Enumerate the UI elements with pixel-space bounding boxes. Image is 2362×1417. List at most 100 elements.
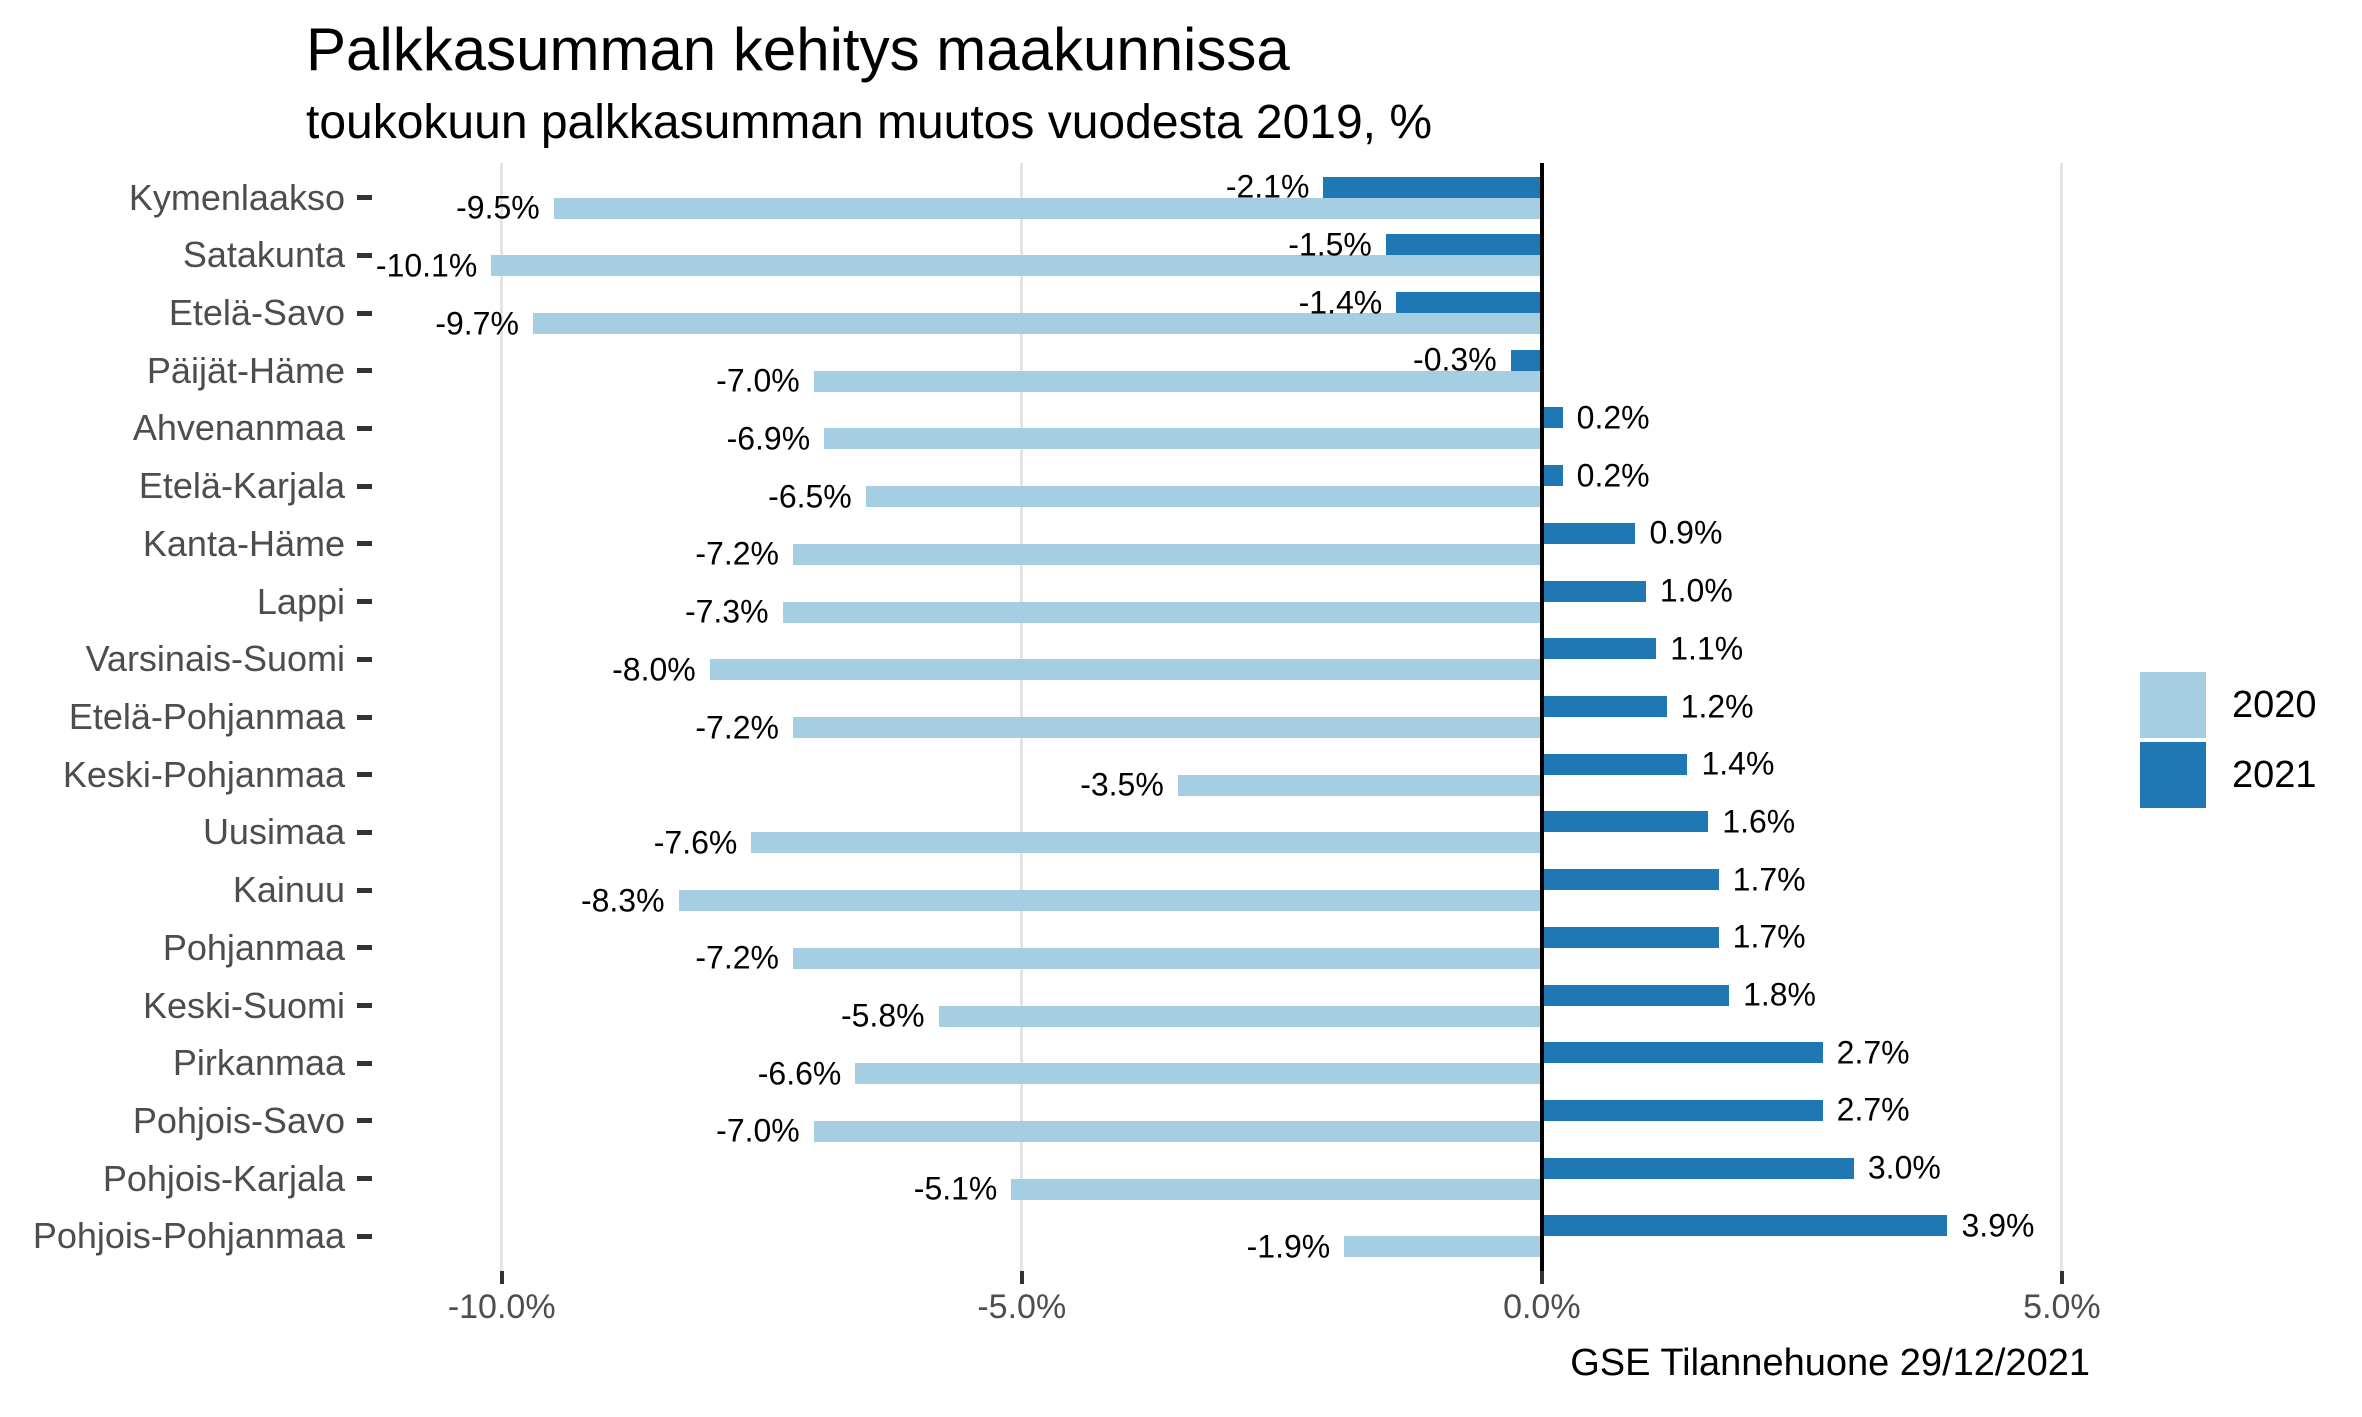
y-axis-tick <box>357 1233 372 1239</box>
bar-value-label: -1.5% <box>1288 226 1372 263</box>
y-axis-tick <box>357 368 372 374</box>
chart-bar-2021 <box>1541 811 1709 833</box>
chart-bar-2020 <box>792 543 1542 565</box>
x-axis-label: -10.0% <box>447 1288 556 1326</box>
region-label: Pohjois-Savo <box>132 1099 345 1141</box>
chart-bar-2020 <box>1344 1236 1542 1258</box>
y-axis-tick <box>357 541 372 547</box>
region-label: Satakunta <box>182 234 345 276</box>
chart-bar-2021 <box>1541 1042 1823 1064</box>
chart-bar-2020 <box>813 1120 1542 1142</box>
y-axis-tick <box>357 772 372 778</box>
region-label: Pirkanmaa <box>172 1042 345 1084</box>
region-label: Etelä-Pohjanmaa <box>68 696 345 737</box>
bar-value-label: 1.0% <box>1659 572 1733 609</box>
bar-value-label: -7.6% <box>653 824 738 861</box>
y-axis-tick <box>357 1118 372 1124</box>
chart-bar-2020 <box>782 601 1542 623</box>
chart-bar-2021 <box>1541 1099 1823 1121</box>
y-axis-tick <box>357 425 372 431</box>
chart-bar-2021 <box>1541 926 1719 948</box>
bar-value-label: -7.2% <box>695 939 779 976</box>
gridline <box>500 163 504 1271</box>
region-label: Keski-Pohjanmaa <box>62 753 345 795</box>
x-axis-tick <box>499 1271 504 1284</box>
legend-swatch-2021 <box>2140 742 2206 808</box>
bar-value-label: -5.1% <box>913 1170 998 1207</box>
y-axis-tick <box>357 945 372 951</box>
chart-bar-2020 <box>1177 774 1542 796</box>
bar-value-label: 2.7% <box>1836 1034 1910 1071</box>
bar-value-label: 1.7% <box>1732 918 1806 955</box>
chart-bar-2021 <box>1323 176 1542 198</box>
chart-bar-2020 <box>792 717 1542 738</box>
region-label: Uusimaa <box>202 811 345 853</box>
chart-title: Palkkasumman kehitys maakunnissa <box>306 16 1290 83</box>
bar-value-label: -1.4% <box>1298 284 1383 321</box>
chart-bar-2020 <box>532 313 1542 335</box>
chart-bar-2021 <box>1541 753 1688 775</box>
y-axis-tick <box>357 599 372 605</box>
bar-value-label: 1.1% <box>1670 630 1744 667</box>
chart-bar-2020 <box>709 659 1542 681</box>
region-label: Pohjois-Pohjanmaa <box>32 1215 345 1257</box>
chart-bar-2020 <box>553 197 1542 219</box>
chart-bar-2020 <box>855 1063 1542 1085</box>
bar-value-label: -0.3% <box>1413 341 1497 378</box>
bar-value-label: 1.6% <box>1722 803 1796 840</box>
bar-value-label: -9.7% <box>435 305 519 342</box>
x-axis-tick <box>2059 1271 2064 1284</box>
bar-value-label: 0.2% <box>1576 457 1650 494</box>
region-label: Varsinais-Suomi <box>85 638 345 680</box>
x-axis-label: 5.0% <box>2023 1288 2101 1326</box>
bar-value-label: -8.0% <box>612 651 696 688</box>
bar-value-label: -6.5% <box>768 478 852 515</box>
y-axis-tick <box>357 310 372 316</box>
chart-bar-2021 <box>1541 1215 1948 1237</box>
region-label: Päijät-Häme <box>146 349 345 391</box>
y-axis-tick <box>357 656 372 662</box>
y-axis-tick <box>357 252 372 258</box>
zero-line <box>1539 163 1544 1271</box>
region-label: Etelä-Karjala <box>138 465 345 507</box>
bar-value-label: -7.0% <box>716 1112 800 1149</box>
chart-bar-2021 <box>1385 234 1542 256</box>
bar-value-label: -7.3% <box>684 593 769 630</box>
region-label: Kanta-Häme <box>142 522 345 564</box>
bar-value-label: 1.8% <box>1743 976 1816 1013</box>
region-label: Kainuu <box>232 869 345 911</box>
region-label: Lappi <box>256 580 345 622</box>
chart-bar-2021 <box>1541 869 1719 891</box>
bar-value-label: -6.6% <box>757 1055 842 1092</box>
y-axis-tick <box>357 887 372 893</box>
bar-value-label: 3.0% <box>1867 1149 1941 1186</box>
bar-value-label: 0.9% <box>1649 514 1723 551</box>
y-axis-tick <box>357 714 372 720</box>
chart-bar-2020 <box>1011 1178 1542 1200</box>
legend-label: 2021 <box>2232 753 2317 796</box>
chart-bar-2020 <box>938 1005 1542 1027</box>
chart-subtitle: toukokuun palkkasumman muutos vuodesta 2… <box>306 96 1433 149</box>
region-label: Kymenlaakso <box>128 176 345 218</box>
chart-bar-2021 <box>1541 696 1667 717</box>
chart-bar-2021 <box>1541 984 1730 1006</box>
chart-bar-2021 <box>1510 349 1542 371</box>
bar-value-label: 2.7% <box>1836 1091 1910 1128</box>
chart-bar-2020 <box>813 370 1542 392</box>
bar-value-label: -10.1% <box>375 247 478 284</box>
chart-bar-2021 <box>1541 465 1563 487</box>
chart-bar-2021 <box>1541 407 1563 429</box>
legend-item: 2021 <box>2140 742 2317 808</box>
bar-value-label: -8.3% <box>580 882 665 919</box>
bar-value-label: 1.7% <box>1732 861 1806 898</box>
chart-bar-2020 <box>824 428 1542 450</box>
y-axis-tick <box>357 195 372 201</box>
legend-swatch-2020 <box>2140 672 2206 738</box>
bar-value-label: -5.8% <box>840 997 925 1034</box>
bar-value-label: 1.4% <box>1701 745 1775 782</box>
region-label: Etelä-Savo <box>168 292 345 334</box>
bar-value-label: 3.9% <box>1961 1207 2035 1244</box>
region-label: Ahvenanmaa <box>132 407 345 449</box>
chart-bar-2020 <box>491 255 1542 277</box>
